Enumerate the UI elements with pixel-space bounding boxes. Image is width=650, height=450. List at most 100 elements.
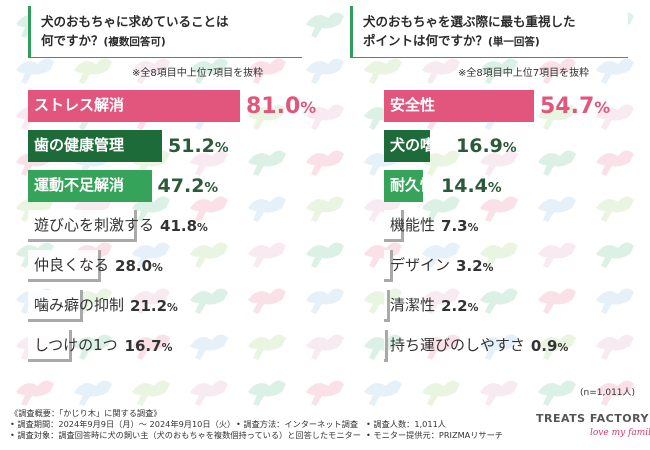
right-question-line2: ポイントは何ですか？(単一回答) [363,31,628,52]
bar-value-number-6: 0.9 [530,337,558,355]
bg-dog-silhouette [538,380,576,406]
bar-value-unit-4: % [152,261,163,274]
bar-value-number-0: 54.7 [540,94,595,119]
bg-dog-silhouette [74,380,112,406]
bar-value-number-0: 81.0 [246,94,301,119]
bar-value-0: 54.7% [540,96,610,118]
bar-6 [28,330,72,362]
bar-value-unit-6: % [557,341,569,354]
bg-dog-silhouette [422,150,460,176]
footer-row-1: 《調査概要：「かじり木」に関する調査》 [10,408,361,419]
bar-2 [28,170,152,202]
footer-target: • 調査対象：調査回答時に犬の飼い主（犬のおもちゃを複数個持っている）と回答した… [10,430,361,440]
bar-value-unit-6: % [161,341,173,354]
bar-value-number-4: 28.0 [115,257,153,275]
brand-logo-tagline: love my family [590,428,650,438]
footer-row-3: • 調査対象：調査回答時に犬の飼い主（犬のおもちゃを複数個持っている）と回答した… [10,430,503,441]
bg-dog-silhouette [480,334,518,360]
bg-dog-silhouette [422,380,460,406]
bar-value-3: 41.8% [160,219,208,234]
bg-dog-silhouette [538,196,576,222]
bg-dog-silhouette [190,196,228,222]
bg-dog-silhouette [480,196,518,222]
footer-period: • 調査期間：2024年9月9日（月）～ 2024年9月10日（火） [10,419,236,429]
bg-dog-silhouette [190,334,228,360]
bg-dog-silhouette [132,288,170,314]
bg-dog-silhouette [74,288,112,314]
bar-label-1: 犬の嗜好 [390,136,451,154]
bg-dog-silhouette [364,334,402,360]
bg-dog-silhouette [74,334,112,360]
left-question-line2: 何ですか？(複数回答可) [41,31,302,52]
bg-dog-silhouette [132,380,170,406]
bar-value-number-6: 16.7 [124,337,162,355]
bar-4 [384,250,393,282]
right-question-line1: 犬のおもちゃを選ぶ際に最も重視した [363,14,576,29]
bg-dog-silhouette [422,242,460,268]
left-question-box: 犬のおもちゃに求めていることは 何ですか？(複数回答可) [28,6,302,58]
bg-dog-silhouette [248,104,286,130]
bar-label-5: 噛み癖の抑制 [34,296,125,314]
bar-label-6: しつけの1つ [34,336,118,354]
bg-dog-silhouette [248,150,286,176]
bg-dog-silhouette [596,196,634,222]
right-note: ※全8項目中上位7項目を抜粋 [458,68,590,79]
bar-0 [28,90,240,122]
bg-dog-silhouette [16,380,54,406]
bar-1 [384,130,431,162]
bg-dog-silhouette [538,58,576,84]
bar-value-number-5: 2.2 [441,297,468,315]
bar-value-unit-4: % [482,261,494,274]
bar-value-unit-2: % [204,180,219,196]
bar-label-0: ストレス解消 [34,96,125,114]
bg-dog-silhouette [364,58,402,84]
bar-label-3: 機能性 [390,216,436,234]
bg-dog-silhouette [306,334,344,360]
bar-value-2: 14.4% [441,177,502,196]
bar-value-1: 16.9% [456,137,517,156]
bar-value-number-1: 51.2 [168,135,215,157]
bar-value-unit-5: % [467,301,479,314]
bg-dog-silhouette [596,288,634,314]
bar-label-3: 遊び心を刺激する [34,216,155,234]
bg-dog-silhouette [422,334,460,360]
footer-count: • 調査人数：1,011人 [366,419,446,429]
bar-2 [384,170,424,202]
footer-row-2: • 調査期間：2024年9月9日（月）～ 2024年9月10日（火） • 調査方… [10,419,446,430]
right-bar-chart: 安全性 54.7% 犬の嗜好 16.9% 耐久性 14.4% 機能性 7.3% デザイン 3.2%… [384,88,624,388]
right-question-box: 犬のおもちゃを選ぶ際に最も重視した ポイントは何ですか？(単一回答) [350,6,628,58]
bar-value-number-1: 16.9 [456,135,503,157]
bar-6 [384,330,388,362]
bg-dog-silhouette [422,196,460,222]
bg-dog-silhouette [364,288,402,314]
bg-dog-silhouette [596,58,634,84]
bar-value-unit-1: % [214,140,229,156]
bg-dog-silhouette [480,58,518,84]
bar-value-unit-0: % [594,98,611,117]
bar-value-unit-2: % [487,180,502,196]
bg-dog-silhouette [190,380,228,406]
bg-dog-silhouette [538,334,576,360]
bar-value-5: 21.2% [130,299,178,314]
bg-dog-silhouette [248,196,286,222]
bg-dog-silhouette [306,380,344,406]
bg-dog-silhouette [538,150,576,176]
bg-dog-silhouette [422,58,460,84]
bar-value-number-4: 3.2 [456,257,483,275]
bg-dog-silhouette [132,196,170,222]
bg-dog-silhouette [132,58,170,84]
bg-dog-silhouette [538,104,576,130]
bar-value-number-2: 14.4 [441,175,488,197]
bar-value-3: 7.3% [441,219,478,234]
bar-value-0: 81.0% [246,96,316,118]
sample-size: (n=1,011人) [580,388,636,398]
bg-dog-silhouette [306,104,344,130]
bar-value-number-5: 21.2 [130,297,168,315]
left-question-line1: 犬のおもちゃに求めていることは [41,14,229,29]
bg-dog-silhouette [538,288,576,314]
bg-dog-silhouette [190,288,228,314]
footer-overview: 《調査概要：「かじり木」に関する調査》 [10,408,162,418]
bg-dog-silhouette [480,150,518,176]
bar-label-5: 清潔性 [390,296,436,314]
bg-dog-silhouette [364,196,402,222]
